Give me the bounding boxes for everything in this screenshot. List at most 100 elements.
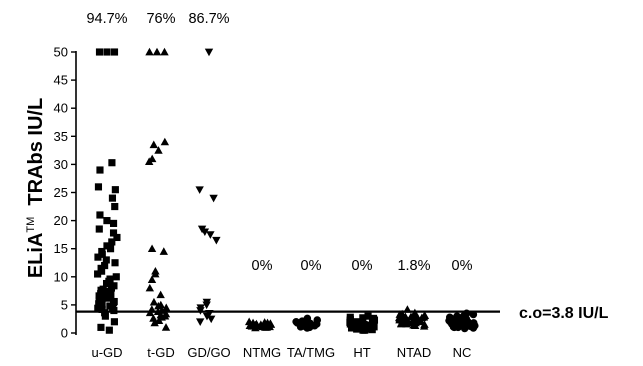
x-category-label: u-GD xyxy=(91,345,122,360)
data-point xyxy=(94,183,103,191)
percent-label: 0% xyxy=(301,258,322,274)
data-point xyxy=(103,242,111,250)
data-point xyxy=(154,146,163,154)
y-axis-label-main: ELiA xyxy=(25,233,47,279)
data-point xyxy=(106,245,115,253)
y-tick-label: 35 xyxy=(54,129,68,144)
data-point xyxy=(104,294,112,302)
data-point xyxy=(108,194,117,202)
data-point xyxy=(98,267,106,275)
data-point xyxy=(95,225,103,233)
data-point xyxy=(109,229,118,237)
data-point xyxy=(98,250,106,258)
x-category-label: NC xyxy=(453,345,472,360)
y-axis-label-tm: TM xyxy=(25,217,37,233)
data-point xyxy=(154,301,163,310)
x-axis-labels: u-GD t-GD GD/GO NTMG TA/TMG HT NTAD NC xyxy=(91,345,471,360)
data-point xyxy=(370,316,379,324)
data-point xyxy=(111,259,119,267)
data-point xyxy=(102,256,110,264)
series-ntmg xyxy=(244,317,276,332)
data-point xyxy=(368,322,377,330)
data-point xyxy=(460,317,469,325)
data-point xyxy=(156,290,165,299)
data-point xyxy=(411,315,420,323)
data-point xyxy=(469,310,478,319)
data-point xyxy=(101,312,109,320)
y-axis-label: ELiATM TRAbs IU/L xyxy=(25,98,47,278)
data-point xyxy=(94,270,102,278)
data-point xyxy=(450,323,459,332)
percent-label: 0% xyxy=(352,258,373,274)
data-points xyxy=(94,47,479,334)
data-point xyxy=(94,304,102,312)
data-point xyxy=(151,269,160,278)
data-point xyxy=(262,323,271,331)
series-t-gd xyxy=(144,47,171,331)
percent-label: 76% xyxy=(146,11,175,27)
data-point xyxy=(149,140,158,149)
data-point xyxy=(356,319,364,328)
y-tick-label: 5 xyxy=(61,297,68,312)
data-point xyxy=(110,306,118,315)
data-point xyxy=(109,299,118,307)
data-point xyxy=(206,231,215,239)
data-point xyxy=(359,314,367,322)
series-gd-go xyxy=(195,48,221,326)
data-point xyxy=(98,301,106,309)
data-point xyxy=(147,244,157,253)
data-point xyxy=(150,318,159,327)
data-point xyxy=(349,320,357,328)
y-tick-label: 15 xyxy=(54,241,68,256)
series-ta-tmg xyxy=(292,314,322,332)
y-tick-label: 0 xyxy=(61,326,68,341)
data-point xyxy=(403,305,412,313)
data-point xyxy=(420,311,430,319)
data-point xyxy=(195,186,204,194)
data-point xyxy=(154,316,164,324)
data-point xyxy=(105,326,113,334)
data-point xyxy=(212,236,221,245)
series-ht xyxy=(346,312,379,334)
data-point xyxy=(108,238,116,246)
y-tick-label: 50 xyxy=(54,45,68,60)
y-tick-label: 10 xyxy=(54,269,68,284)
data-point xyxy=(145,283,155,292)
x-category-label: NTAD xyxy=(397,345,431,360)
data-point xyxy=(200,228,210,237)
data-point xyxy=(400,318,409,326)
data-point xyxy=(312,320,321,328)
data-point xyxy=(149,297,159,306)
data-point xyxy=(162,303,171,312)
cutoff-label: c.o=3.8 IU/L xyxy=(519,305,609,322)
x-category-label: NTMG xyxy=(243,345,281,360)
y-tick-label: 40 xyxy=(54,101,68,116)
percent-label: 0% xyxy=(452,258,473,274)
data-point xyxy=(152,47,162,56)
data-point xyxy=(145,308,155,317)
data-point xyxy=(108,159,116,167)
y-axis: 0 5 10 15 20 25 30 35 40 45 50 xyxy=(54,45,77,341)
y-axis-label-rest: TRAbs IU/L xyxy=(25,98,47,217)
data-point xyxy=(196,307,205,315)
data-point xyxy=(97,323,105,331)
data-point xyxy=(202,312,212,321)
data-point xyxy=(360,321,368,329)
data-point xyxy=(364,312,372,320)
data-point xyxy=(293,319,302,327)
data-point xyxy=(447,314,455,323)
cutoff-line-group: c.o=3.8 IU/L xyxy=(76,305,609,322)
data-point xyxy=(160,47,169,56)
data-point xyxy=(103,217,111,225)
data-point xyxy=(144,157,154,165)
data-point xyxy=(202,301,211,310)
data-point xyxy=(161,323,171,331)
data-point xyxy=(196,318,205,326)
data-point xyxy=(147,275,157,283)
data-point xyxy=(353,325,361,333)
data-point xyxy=(102,279,111,288)
percent-labels: 94.7% 76% 86.7% 0% 0% 0% 1.8% 0% xyxy=(86,11,472,274)
y-tick-label: 45 xyxy=(54,73,68,88)
data-point xyxy=(360,326,368,334)
